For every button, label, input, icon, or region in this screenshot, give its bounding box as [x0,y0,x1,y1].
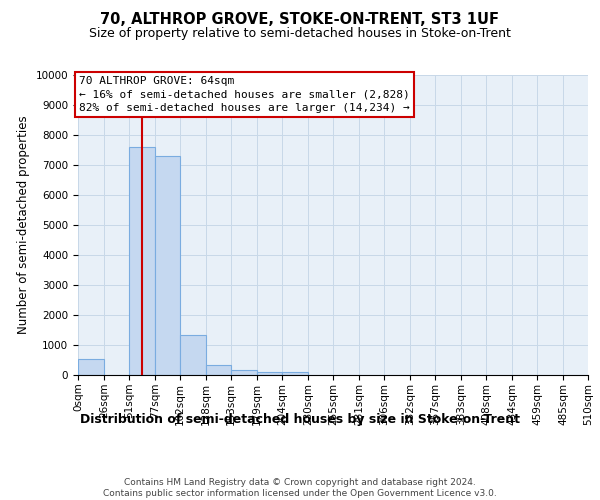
Bar [155,156,180,375]
Text: Contains HM Land Registry data © Crown copyright and database right 2024.
Contai: Contains HM Land Registry data © Crown c… [103,478,497,498]
Bar [231,370,257,375]
Text: 70, ALTHROP GROVE, STOKE-ON-TRENT, ST3 1UF: 70, ALTHROP GROVE, STOKE-ON-TRENT, ST3 1… [101,12,499,28]
Bar [129,147,155,375]
Bar [206,364,231,375]
Y-axis label: Number of semi-detached properties: Number of semi-detached properties [17,116,30,334]
Text: Distribution of semi-detached houses by size in Stoke-on-Trent: Distribution of semi-detached houses by … [80,412,520,426]
Bar [282,372,308,375]
Bar [78,358,104,375]
Bar [257,372,282,375]
Bar [180,334,206,375]
Text: Size of property relative to semi-detached houses in Stoke-on-Trent: Size of property relative to semi-detach… [89,28,511,40]
Text: 70 ALTHROP GROVE: 64sqm
← 16% of semi-detached houses are smaller (2,828)
82% of: 70 ALTHROP GROVE: 64sqm ← 16% of semi-de… [79,76,410,113]
